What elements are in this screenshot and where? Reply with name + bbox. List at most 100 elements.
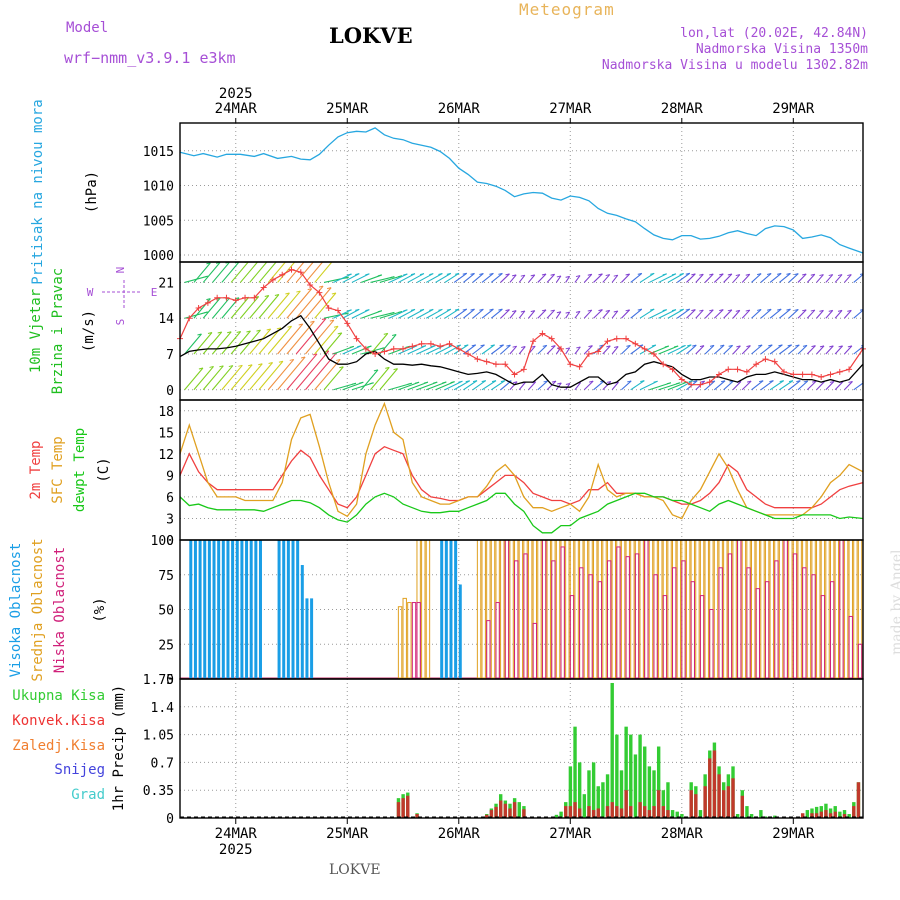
wind-gust-marker [446,340,453,347]
wind-barb [741,345,751,355]
wind-barb [267,325,292,355]
wind-gust-marker [390,345,397,352]
wind-barb [732,381,742,391]
wind-gust-marker [669,366,676,373]
wind-barb [732,309,741,319]
wind-barb [779,344,793,355]
wind-barb [314,325,339,355]
wind-barb-tick [489,308,494,311]
wind-barb [723,344,734,355]
wind-barb [212,297,230,319]
cloud-low-bar [755,588,761,679]
bottom-day-label: 25MAR [326,826,369,842]
wind-ytick-label: 14 [158,312,174,327]
precip-total-bar [838,811,842,818]
precip-total-bar [847,814,851,818]
wind-barb [212,331,232,355]
wind-barb-tick [258,363,263,366]
wind-barb [537,380,548,391]
precip-conv-bar [652,806,656,818]
wind-barb [844,381,853,391]
wind-barb [221,364,243,391]
precip-conv-bar [731,778,735,818]
wind-barb [630,272,643,283]
wind-barb-tick [326,287,332,290]
cloud-high-bar [305,598,309,679]
wind-gust-marker [362,345,369,352]
wind-barb-tick [699,309,704,312]
temperature-ytick-label: 15 [158,426,174,441]
coords-label: lon,lat (20.02E, 42.84N) [680,26,868,41]
precip-total-bar [773,815,777,818]
cloud-low-bar [532,622,538,679]
wind-barb-tick [727,309,732,312]
wind-barb-tick [377,274,382,277]
wind-barb-tick [421,345,427,348]
wind-barb [184,367,204,391]
wind-barb [463,272,475,283]
wind-barb-tick [359,381,364,384]
cloud-high-bar [207,540,211,679]
wind-barb [593,309,603,319]
wind-gust-marker [641,345,648,352]
wind-barb [426,345,445,355]
wind-barb-tick [454,308,460,311]
wind-gust-marker [474,356,481,363]
wind-barb [639,272,655,283]
wind-gust-marker [381,348,388,355]
cloud-low-bar [709,609,714,679]
cloud-mid-bar [848,539,853,679]
wind-barb [611,310,619,319]
wind-barb [500,309,510,319]
wind-gust-marker [604,338,611,345]
cloud-high-bar [286,540,290,679]
wind-barb-tick [720,344,725,347]
wind-gust-marker [753,361,760,368]
wind-barb-tick [859,309,863,311]
cloud-mid-bar [597,539,603,679]
wind-gust-marker [567,361,574,368]
wind-barb [490,308,503,319]
wind-barb [249,295,270,319]
cloud-mid-bar [778,539,784,679]
wind-barb-tick [625,273,630,276]
wind-barb-tick [498,272,503,275]
wind-barb-tick [289,358,294,361]
temp-line-1 [179,401,864,520]
wind-barb-tick [606,380,611,383]
cloud-mid-bar [634,539,640,679]
cloud-low-bar [820,595,826,679]
precip-ytick-label: 1.05 [143,729,174,744]
wind-barb-tick [228,365,233,368]
wind-barb [416,273,434,283]
wind-barb-tick [520,274,525,277]
wind-barb-tick [736,345,741,348]
precip-conv-bar [596,808,600,818]
wind-barb-tick [786,272,791,275]
compass-east: E [151,286,158,299]
wind-barb [407,345,427,355]
precip-total-bar [643,746,647,818]
wind-barb-tick [298,323,303,326]
wind-barb-tick [662,309,667,312]
precip-conv-bar [852,806,856,818]
pressure-ytick-label: 1005 [143,214,174,229]
wind-barb [314,359,341,391]
wind-barb [518,346,526,355]
wind-gust-marker [279,271,286,278]
cloud-low-bar [764,581,770,679]
wind-barb-tick [565,275,570,278]
wind-barb-tick [613,274,618,277]
temp-unit: (C) [96,457,112,482]
wind-barb [583,309,593,319]
wind-barb-tick [565,347,570,350]
wind-barb-tick [599,344,604,347]
wind-barb-tick [637,272,642,275]
wind-barb [481,308,494,319]
wind-barb [686,273,696,283]
wind-barb-tick [479,308,484,311]
wind-gust-marker [214,294,221,301]
wind-gust-marker [195,305,202,311]
precip-conv-bar [647,810,652,818]
precip-total-bar [814,806,819,818]
